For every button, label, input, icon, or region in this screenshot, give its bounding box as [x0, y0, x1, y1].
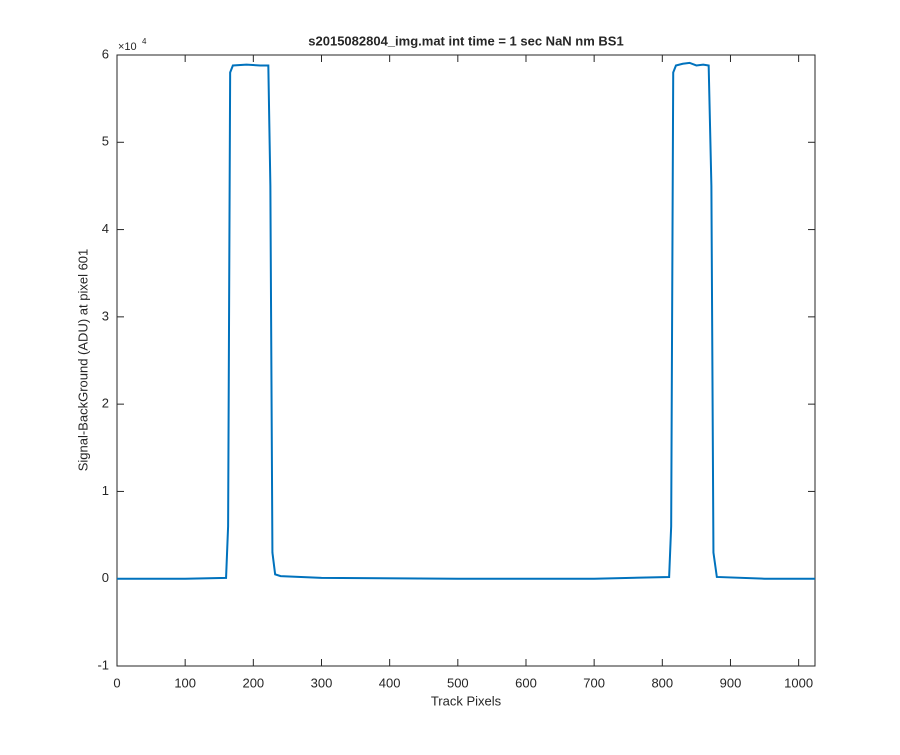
y-tick-label: 0 [102, 570, 109, 585]
y-tick-label: -1 [97, 657, 109, 672]
x-tick-label: 700 [583, 675, 605, 690]
chart-title: s2015082804_img.mat int time = 1 sec NaN… [308, 33, 623, 48]
y-tick-label: 6 [102, 46, 109, 61]
x-tick-label: 600 [515, 675, 537, 690]
x-tick-label: 900 [720, 675, 742, 690]
x-tick-label: 1000 [784, 675, 813, 690]
x-tick-label: 500 [447, 675, 469, 690]
x-tick-label: 300 [311, 675, 333, 690]
x-tick-label: 100 [174, 675, 196, 690]
y-multiplier: ×10 [118, 41, 137, 53]
y-tick-label: 4 [102, 221, 109, 236]
y-tick-label: 5 [102, 134, 109, 149]
y-tick-label: 3 [102, 308, 109, 323]
y-tick-label: 2 [102, 396, 109, 411]
x-tick-label: 0 [113, 675, 120, 690]
y-axis-label: Signal-BackGround (ADU) at pixel 601 [75, 249, 90, 472]
x-axis-label: Track Pixels [431, 693, 502, 708]
data-line [117, 61, 815, 580]
x-tick-label: 200 [242, 675, 264, 690]
x-tick-label: 400 [379, 675, 401, 690]
y-tick-label: 1 [102, 483, 109, 498]
plot-box [116, 54, 816, 667]
y-multiplier-exponent: 4 [142, 37, 147, 46]
x-tick-label: 800 [651, 675, 673, 690]
